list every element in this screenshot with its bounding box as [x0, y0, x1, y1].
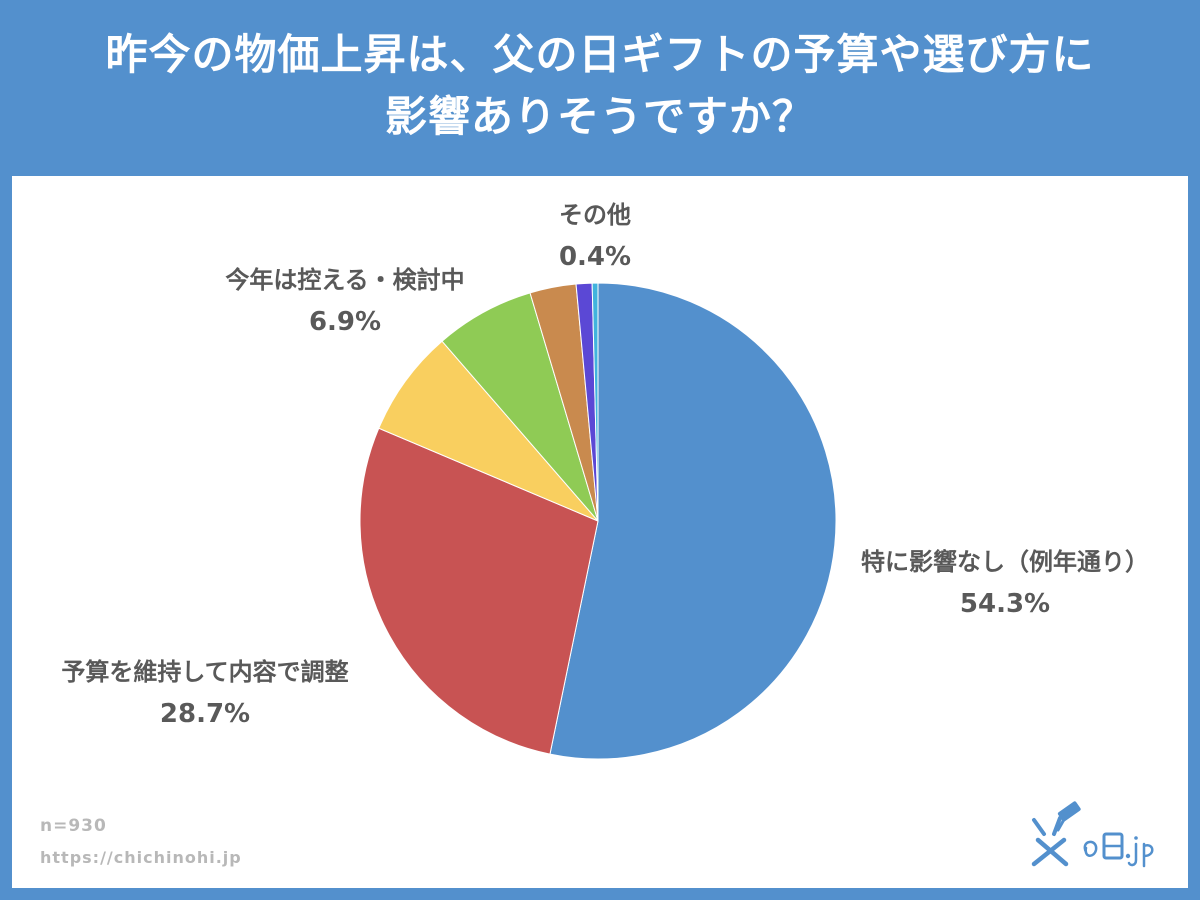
slice-value-3: 6.9%: [309, 307, 381, 337]
pie-slice-2: [378, 340, 599, 522]
pie-slice-1: [359, 427, 599, 755]
hammer-logo-icon: [1031, 801, 1154, 868]
slice-label-0: 特に影響なし（例年通り）: [861, 548, 1149, 576]
title-line-1: 昨今の物価上昇は、父の日ギフトの予算や選び方に: [105, 30, 1095, 79]
title-banner: 昨今の物価上昇は、父の日ギフトの予算や選び方に 影響ありそうですか？: [0, 0, 1200, 172]
pie-slice-6: [591, 282, 599, 522]
sample-size: n=930: [40, 816, 107, 836]
slice-value-1: 28.7%: [160, 699, 250, 729]
slice-value-0: 54.3%: [960, 589, 1050, 619]
source-url: https://chichinohi.jp: [40, 848, 242, 867]
slice-label-6: その他: [559, 201, 631, 229]
slice-value-6: 0.4%: [559, 242, 631, 272]
slice-label-3: 今年は控える・検討中: [225, 266, 464, 294]
title-line-2: 影響ありそうですか？: [384, 92, 815, 141]
pie-slice-0: [549, 282, 837, 760]
slice-label-1: 予算を維持して内容で調整: [61, 658, 348, 686]
